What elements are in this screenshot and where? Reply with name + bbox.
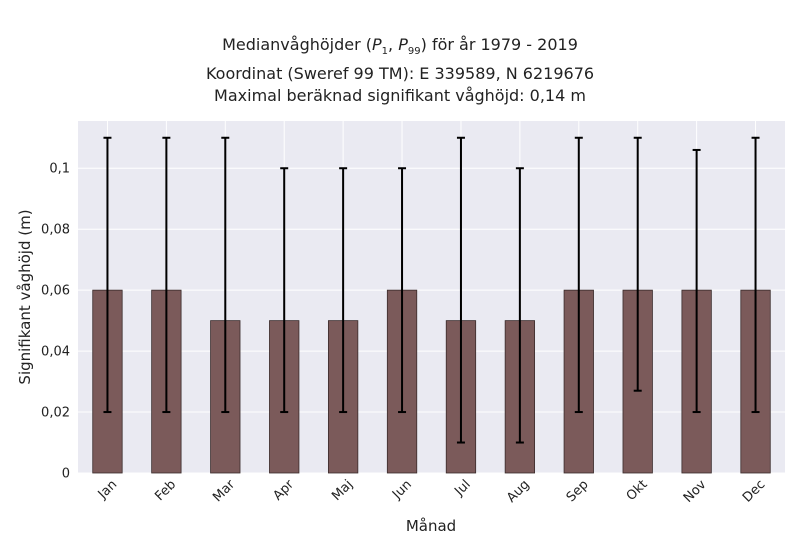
x-tick-label: Okt [624, 477, 651, 504]
x-tick-label: Aug [504, 477, 533, 506]
x-tick-label: Mar [210, 477, 238, 505]
x-tick-label: Dec [740, 477, 768, 505]
error-bar-feb [162, 136, 171, 414]
y-axis-label: Signifikant våghöjd (m) [16, 209, 34, 384]
y-tick-label: 0,04 [41, 345, 70, 360]
x-tick-label: Sep [564, 477, 592, 505]
x-tick-label: Jun [389, 477, 415, 503]
error-bar-mar [221, 136, 230, 414]
title-p1-sub: 1 [381, 46, 389, 58]
y-tick-label: 0,08 [41, 223, 70, 238]
error-bar-jul [456, 136, 465, 444]
plot-area [78, 121, 785, 473]
error-bar-maj [339, 167, 348, 414]
y-tick-label: 0 [62, 467, 70, 482]
title-prefix: Medianvåghöjder ( [222, 35, 373, 54]
y-tick-label: 0,02 [41, 406, 70, 421]
x-tick-label: Feb [152, 477, 179, 504]
error-bar-jun [398, 167, 407, 414]
chart-title: Medianvåghöjder (P1, P99) för år 1979 - … [0, 34, 800, 107]
error-bar-nov [692, 148, 701, 414]
x-tick-label: Maj [329, 477, 356, 504]
title-p99-sub: 99 [407, 46, 421, 58]
y-tick-label: 0,1 [49, 162, 70, 177]
title-suffix: ) för år 1979 - 2019 [420, 35, 578, 54]
error-bar-dec [751, 136, 760, 414]
x-tick-label: Nov [681, 477, 710, 506]
title-line-2: Koordinat (Sweref 99 TM): E 339589, N 62… [205, 64, 595, 84]
title-line-1: Medianvåghöjder (P1, P99) för år 1979 - … [222, 35, 578, 58]
x-tick-labels: Jan Feb Mar Apr Maj Jun Jul Aug Sep Okt Nov Dec [95, 477, 769, 506]
y-tick-labels: 0 0,02 0,04 0,06 0,08 0,1 [41, 162, 70, 482]
error-bar-jan [103, 136, 112, 414]
error-bar-apr [280, 167, 289, 414]
x-tick-label: Jan [95, 477, 120, 502]
title-p99: P [398, 35, 408, 54]
x-axis-label: Månad [406, 517, 456, 535]
error-bar-aug [515, 167, 524, 444]
y-tick-label: 0,06 [41, 284, 70, 299]
title-p1: P [372, 35, 382, 54]
title-line-3: Maximal beräknad signifikant våghöjd: 0,… [214, 86, 586, 106]
x-tick-label: Apr [271, 477, 298, 504]
x-tick-label: Jul [451, 477, 473, 499]
error-bars [103, 136, 760, 444]
error-bar-okt [633, 136, 642, 392]
error-bar-sep [574, 136, 583, 414]
